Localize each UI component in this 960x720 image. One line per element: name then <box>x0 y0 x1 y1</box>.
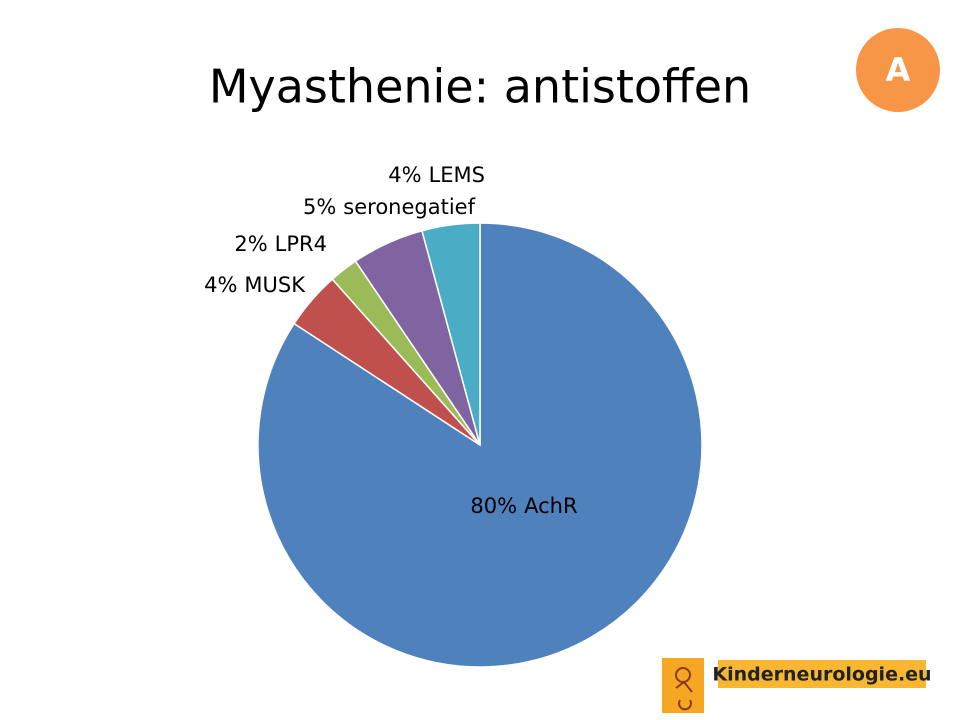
badge-text: A <box>886 51 911 89</box>
pie-slice <box>421 222 481 446</box>
slice-label: 80% AchR <box>470 494 577 518</box>
slice-value-label: 2% <box>234 232 267 256</box>
logo-icon <box>662 658 704 713</box>
slide-title: Myasthenie: antistoffen <box>209 60 751 114</box>
slice-value-label: 80% <box>470 494 517 518</box>
logo-text: Kinderneurologie.eu <box>712 664 931 686</box>
slice-category-label: MUSK <box>244 273 306 297</box>
logo-box <box>718 660 926 688</box>
slice-value-label: 4% <box>388 163 421 187</box>
slice-value-label: 4% <box>204 273 237 297</box>
slice-category-label: LPR4 <box>275 232 327 256</box>
badge-circle <box>856 28 940 112</box>
slice-label: 2% LPR4 <box>234 232 327 256</box>
slice-label: 4% MUSK <box>204 273 306 297</box>
slice-value-label: 5% <box>303 195 336 219</box>
slice-category-label: AchR <box>524 494 577 518</box>
slice-category-label: LEMS <box>429 163 485 187</box>
slice-label: 4% LEMS <box>388 163 485 187</box>
pie-chart: 80% AchR 4% MUSK 2% LPR4 5% seronegatief 4% LEMS <box>204 163 703 668</box>
logo-icon-figure <box>675 680 693 711</box>
logo: Kinderneurologie.eu <box>662 658 932 713</box>
slice-category-label: seronegatief <box>343 195 475 219</box>
slice-label: 5% seronegatief <box>303 195 476 219</box>
